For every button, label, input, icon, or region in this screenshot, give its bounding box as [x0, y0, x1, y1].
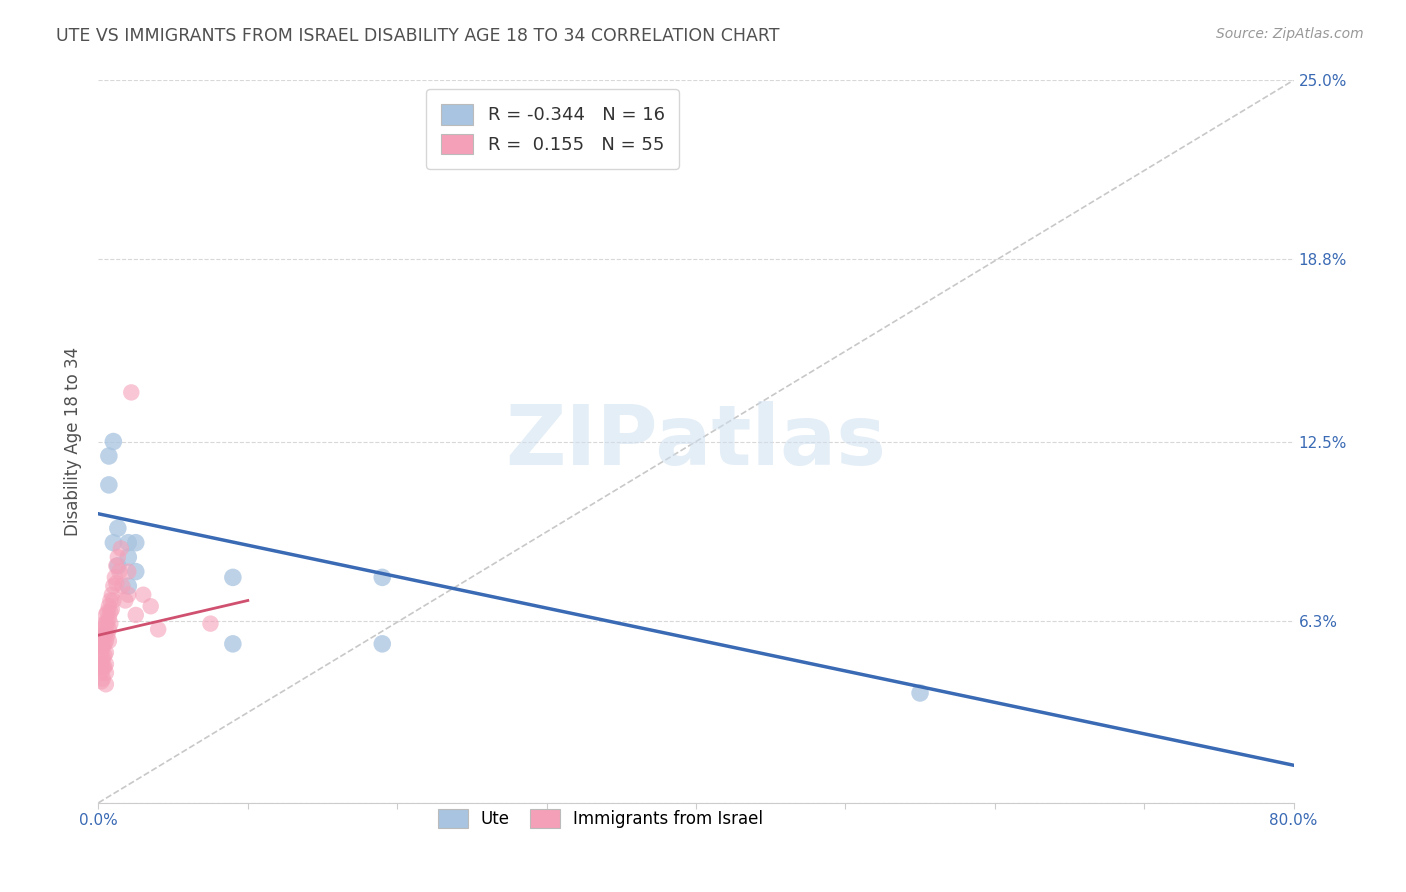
Point [94, 657, 117, 671]
Point [97, 623, 120, 637]
Point [97, 599, 120, 614]
Point [91, 660, 114, 674]
Point [96, 616, 118, 631]
Point [90, 646, 112, 660]
Point [114, 593, 136, 607]
Point [94, 665, 117, 680]
Point [94, 634, 117, 648]
Point [371, 570, 394, 584]
Point [117, 588, 139, 602]
Point [93, 637, 115, 651]
Text: UTE VS IMMIGRANTS FROM ISRAEL DISABILITY AGE 18 TO 34 CORRELATION CHART: UTE VS IMMIGRANTS FROM ISRAEL DISABILITY… [56, 27, 780, 45]
Point [90, 665, 112, 680]
Point [97, 449, 120, 463]
Point [111, 579, 134, 593]
Point [103, 434, 125, 449]
Point [110, 541, 132, 556]
Point [97, 634, 120, 648]
Point [107, 558, 129, 573]
Text: ZIPatlas: ZIPatlas [506, 401, 886, 482]
Point [107, 550, 129, 565]
Point [93, 648, 115, 663]
Point [93, 660, 115, 674]
Point [90, 637, 112, 651]
Point [90, 628, 112, 642]
Point [222, 570, 245, 584]
Point [132, 588, 155, 602]
Point [98, 593, 122, 607]
Point [94, 607, 117, 622]
Text: Source: ZipAtlas.com: Source: ZipAtlas.com [1216, 27, 1364, 41]
Point [101, 602, 124, 616]
Point [107, 521, 129, 535]
Point [91, 651, 114, 665]
Point [108, 565, 131, 579]
Point [120, 385, 142, 400]
Y-axis label: Disability Age 18 to 34: Disability Age 18 to 34 [65, 347, 83, 536]
Point [98, 605, 122, 619]
Point [117, 579, 139, 593]
Point [93, 628, 115, 642]
Point [94, 616, 117, 631]
Point [98, 616, 122, 631]
Point [222, 637, 245, 651]
Point [94, 677, 117, 691]
Point [105, 558, 128, 573]
Point [101, 588, 124, 602]
Point [371, 637, 394, 651]
Point [103, 593, 125, 607]
Point [117, 550, 139, 565]
Point [94, 646, 117, 660]
Point [908, 686, 931, 700]
Point [90, 657, 112, 671]
Point [139, 599, 162, 614]
Point [103, 535, 125, 549]
Point [96, 605, 118, 619]
Point [148, 623, 170, 637]
Point [93, 616, 115, 631]
Point [125, 535, 148, 549]
Point [125, 607, 148, 622]
Point [97, 611, 120, 625]
Point [91, 631, 114, 645]
Point [117, 565, 139, 579]
Point [117, 535, 139, 549]
Point [94, 625, 117, 640]
Point [91, 672, 114, 686]
Point [90, 674, 112, 689]
Point [96, 628, 118, 642]
Point [104, 570, 127, 584]
Point [97, 478, 120, 492]
Point [200, 616, 222, 631]
Point [91, 640, 114, 654]
Legend: Ute, Immigrants from Israel: Ute, Immigrants from Israel [425, 796, 776, 841]
Point [125, 565, 148, 579]
Point [105, 576, 128, 591]
Point [91, 623, 114, 637]
Point [103, 579, 125, 593]
